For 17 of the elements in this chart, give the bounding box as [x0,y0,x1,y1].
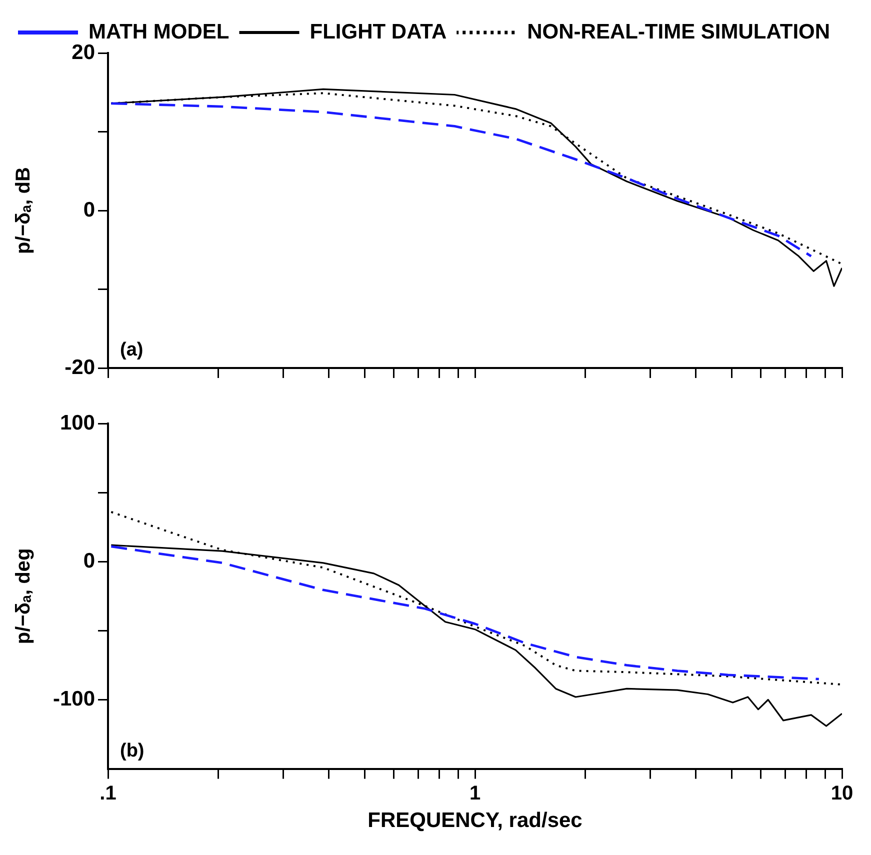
y-tick-label: 20 [72,40,95,64]
legend-label: MATH MODEL [88,20,230,44]
y-tick-label: 0 [83,198,95,222]
y-tick-label: 0 [83,549,95,572]
x-axis-title: FREQUENCY, rad/sec [368,809,583,832]
annotation: (b) [120,740,144,762]
x-tick-label: .1 [100,782,116,804]
y-tick-label: -100 [52,688,95,711]
y-axis-title: p/−δₐ, deg [12,548,35,644]
legend-label: FLIGHT DATA [310,20,447,44]
annotation: (a) [120,340,144,361]
y-axis-title: p/−δₐ, dB [12,167,35,254]
x-tick-label: 10 [830,782,854,804]
y-tick-label: 100 [60,411,95,434]
legend-label: NON-REAL-TIME SIMULATION [527,20,830,44]
y-tick-label: -20 [64,356,95,379]
x-tick-label: 1 [469,782,481,804]
